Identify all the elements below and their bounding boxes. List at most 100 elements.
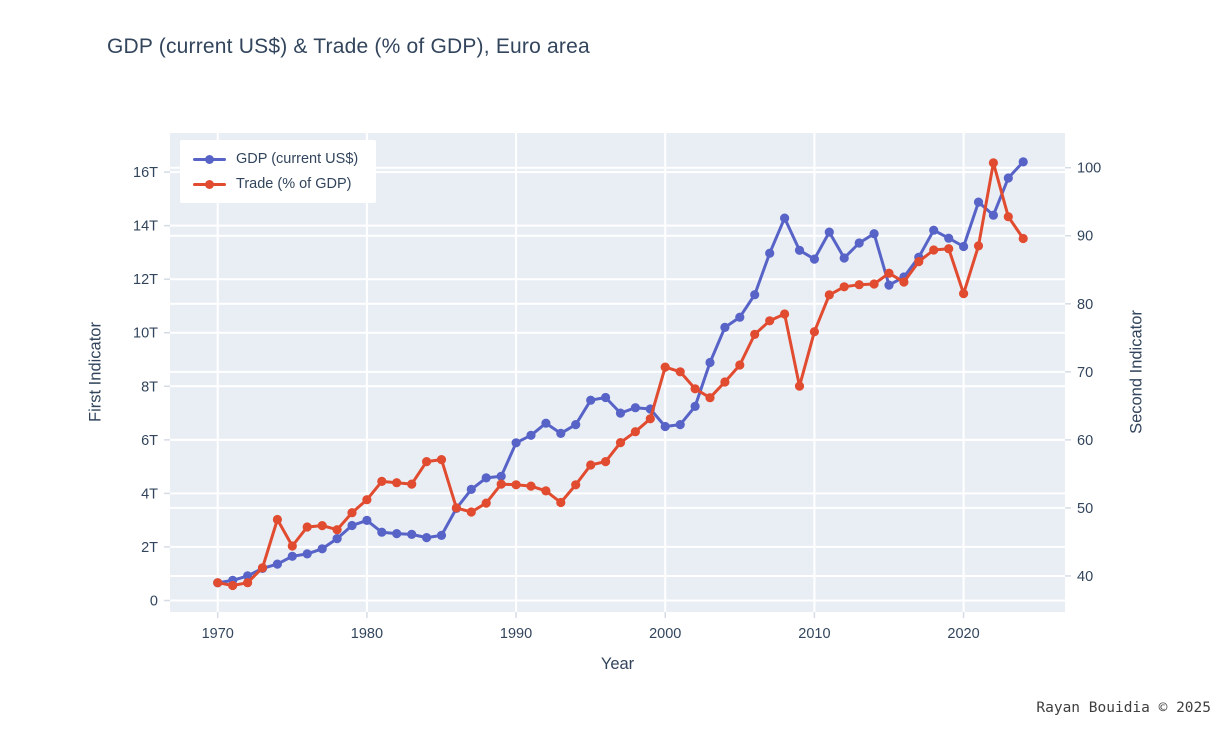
trade-point-2016[interactable] [899,277,909,287]
trade-point-2024[interactable] [1018,233,1028,244]
trade-point-1992[interactable] [541,486,551,496]
trade-point-1974[interactable] [272,514,282,525]
trade-point-2009[interactable] [794,381,805,391]
gdp-point-2021[interactable] [973,197,984,207]
trade-point-1982[interactable] [392,478,402,488]
gdp-point-2012[interactable] [839,253,849,263]
trade-point-2004[interactable] [720,377,730,387]
trade-point-2005[interactable] [735,360,745,370]
trade-point-1981[interactable] [377,476,387,486]
trade-point-1983[interactable] [407,479,417,489]
trade-point-2002[interactable] [690,384,700,394]
gdp-point-1976[interactable] [302,549,312,559]
gdp-point-2001[interactable] [675,420,685,430]
gdp-point-2010[interactable] [809,254,820,264]
trade-point-1996[interactable] [601,457,611,467]
gdp-point-1984[interactable] [422,533,432,543]
gdp-point-2004[interactable] [720,322,730,332]
gdp-point-1978[interactable] [332,534,342,544]
gdp-point-2000[interactable] [660,421,670,432]
trade-point-1995[interactable] [586,460,596,470]
trade-point-1991[interactable] [526,481,536,491]
gdp-point-1972[interactable] [243,571,253,581]
trade-point-2011[interactable] [824,290,834,300]
gdp-point-1987[interactable] [466,484,476,494]
trade-point-2018[interactable] [929,245,939,255]
gdp-point-1974[interactable] [272,559,282,569]
trade-point-1978[interactable] [332,525,342,535]
trade-point-2022[interactable] [988,158,999,168]
trade-point-1989[interactable] [496,479,506,489]
gdp-point-1993[interactable] [556,428,566,438]
trade-point-1994[interactable] [571,480,581,490]
trade-point-1972[interactable] [243,578,253,588]
gdp-point-1981[interactable] [377,527,387,537]
gdp-point-1982[interactable] [392,529,402,539]
series-trade[interactable] [213,158,1028,591]
gdp-point-2019[interactable] [944,233,954,243]
gdp-point-2008[interactable] [780,213,790,223]
trade-point-1976[interactable] [302,522,312,532]
series-gdp[interactable] [213,157,1028,588]
gdp-point-1990[interactable] [511,438,521,448]
trade-point-1997[interactable] [615,438,626,448]
gdp-point-1996[interactable] [601,392,611,403]
trade-point-1985[interactable] [436,455,447,465]
trade-point-1975[interactable] [287,541,297,551]
trade-point-2021[interactable] [973,241,984,251]
gdp-point-1994[interactable] [571,420,581,430]
gdp-point-2002[interactable] [690,401,700,411]
gdp-point-2011[interactable] [824,227,834,237]
trade-point-2013[interactable] [854,280,864,290]
gdp-point-2020[interactable] [959,241,969,252]
gdp-point-2006[interactable] [750,290,760,300]
trade-point-1999[interactable] [645,414,655,424]
trade-point-2023[interactable] [1003,212,1013,222]
trade-point-1984[interactable] [422,457,432,467]
gdp-point-2023[interactable] [1003,173,1013,183]
legend-item-trade[interactable]: Trade (% of GDP) [193,176,358,192]
gdp-point-2009[interactable] [794,245,805,255]
gdp-point-1979[interactable] [347,520,357,531]
gdp-point-1998[interactable] [630,403,641,413]
gdp-point-1975[interactable] [287,551,297,561]
trade-point-1979[interactable] [347,508,357,518]
trade-point-2008[interactable] [780,309,790,319]
trade-point-1987[interactable] [466,507,476,517]
trade-point-1998[interactable] [630,427,641,437]
gdp-point-2015[interactable] [884,280,894,290]
gdp-point-1991[interactable] [526,430,536,440]
trade-point-1970[interactable] [213,578,223,588]
gdp-point-2024[interactable] [1018,157,1028,167]
gdp-point-1980[interactable] [362,515,372,526]
gdp-point-1989[interactable] [496,471,506,481]
gdp-point-1995[interactable] [586,395,596,405]
trade-point-2001[interactable] [675,367,685,377]
trade-point-1977[interactable] [317,521,327,531]
trade-point-2015[interactable] [884,268,894,278]
gdp-point-2003[interactable] [705,357,715,368]
gdp-point-2022[interactable] [988,210,999,220]
trade-point-1986[interactable] [451,503,461,513]
trade-point-2010[interactable] [809,327,820,337]
trade-point-1971[interactable] [228,580,238,591]
gdp-point-2014[interactable] [869,229,879,239]
trade-point-2019[interactable] [944,244,954,254]
trade-point-2012[interactable] [839,282,849,292]
legend[interactable]: GDP (current US$) Trade (% of GDP) [180,140,377,203]
trade-point-1993[interactable] [556,497,566,508]
gdp-point-1977[interactable] [317,544,327,554]
gdp-point-2007[interactable] [765,248,775,258]
trade-point-2020[interactable] [959,289,969,299]
gdp-point-1983[interactable] [407,529,417,540]
trade-point-2007[interactable] [765,316,775,326]
trade-point-1980[interactable] [362,495,372,505]
gdp-point-1997[interactable] [615,408,626,418]
gdp-point-1985[interactable] [436,530,447,541]
gdp-point-2013[interactable] [854,238,864,248]
trade-point-1973[interactable] [257,563,268,573]
trade-point-2003[interactable] [705,393,715,403]
trade-point-1988[interactable] [481,498,491,508]
trade-point-2017[interactable] [914,257,924,267]
trade-point-2006[interactable] [750,329,760,339]
